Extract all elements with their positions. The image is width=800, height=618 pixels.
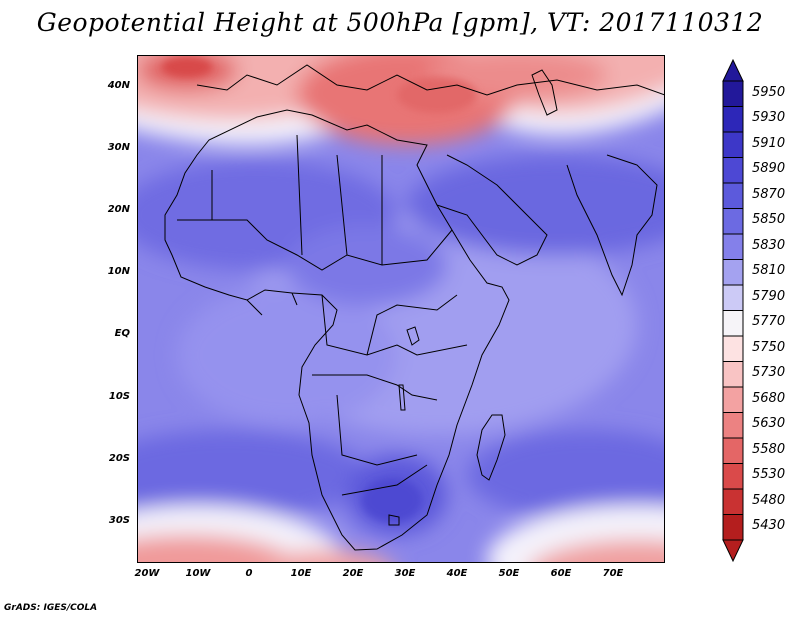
lat-label: 30S (108, 515, 130, 526)
colorbar-label: 5950 (752, 84, 786, 100)
colorbar-label: 5850 (752, 212, 786, 228)
lat-label: EQ (114, 328, 130, 339)
colorbar-cell (722, 514, 744, 541)
colorbar-cell (722, 361, 744, 388)
colorbar-label: 5830 (752, 237, 786, 253)
colorbar-label: 5890 (752, 161, 786, 177)
lat-label: 10N (107, 266, 130, 277)
colorbar-label: 5580 (752, 441, 786, 457)
coastline-outlines (164, 64, 665, 551)
colorbar-cell (722, 437, 744, 464)
grads-credit: GrADS: IGES/COLA (4, 603, 98, 613)
lon-label: 10W (185, 568, 211, 579)
lon-label: 20E (342, 568, 364, 579)
colorbar-label: 5630 (752, 416, 786, 432)
colorbar-cell (722, 284, 744, 311)
colorbar-cell (722, 182, 744, 209)
colorbar-label: 5930 (752, 110, 786, 126)
colorbar-top-arrow (722, 59, 744, 82)
colorbar-label: 5730 (752, 365, 786, 381)
colorbar-bottom-arrow (722, 539, 744, 562)
colorbar-label: 5430 (752, 518, 786, 534)
lon-label: 50E (498, 568, 520, 579)
colorbar-label: 5790 (752, 288, 786, 304)
colorbar-cell (722, 386, 744, 413)
colorbar-cell (722, 335, 744, 362)
colorbar-cell (722, 488, 744, 515)
lat-label: 20S (108, 453, 130, 464)
colorbar (722, 59, 744, 562)
lat-label: 10S (108, 391, 130, 402)
lat-label: 20N (107, 204, 130, 215)
colorbar-label: 5910 (752, 135, 786, 151)
colorbar-cell (722, 310, 744, 337)
lon-label: 60E (550, 568, 572, 579)
colorbar-cell (722, 131, 744, 158)
colorbar-cell (722, 157, 744, 184)
colorbar-label: 5870 (752, 186, 786, 202)
map-title: Geopotential Height at 500hPa [gpm], VT:… (36, 8, 764, 37)
colorbar-cell (722, 80, 744, 107)
lat-label: 30N (107, 142, 130, 153)
lon-label: 30E (394, 568, 416, 579)
colorbar-label: 5770 (752, 314, 786, 330)
colorbar-cell (722, 412, 744, 439)
lon-label: 40E (446, 568, 468, 579)
colorbar-label: 5530 (752, 467, 786, 483)
lat-label: 40N (107, 80, 130, 91)
colorbar-label: 5480 (752, 492, 786, 508)
map-frame (137, 55, 665, 563)
colorbar-cell (722, 208, 744, 235)
lon-label: 0 (245, 568, 253, 579)
colorbar-label: 5680 (752, 390, 786, 406)
colorbar-cell (722, 233, 744, 260)
colorbar-cell (722, 259, 744, 286)
geopotential-map (137, 55, 665, 563)
lon-label: 20W (134, 568, 160, 579)
map-area (137, 55, 665, 563)
colorbar-label: 5750 (752, 339, 786, 355)
colorbar-cell (722, 106, 744, 133)
lon-label: 10E (290, 568, 312, 579)
colorbar-cell (722, 463, 744, 490)
colorbar-label: 5810 (752, 263, 786, 279)
lon-label: 70E (602, 568, 624, 579)
